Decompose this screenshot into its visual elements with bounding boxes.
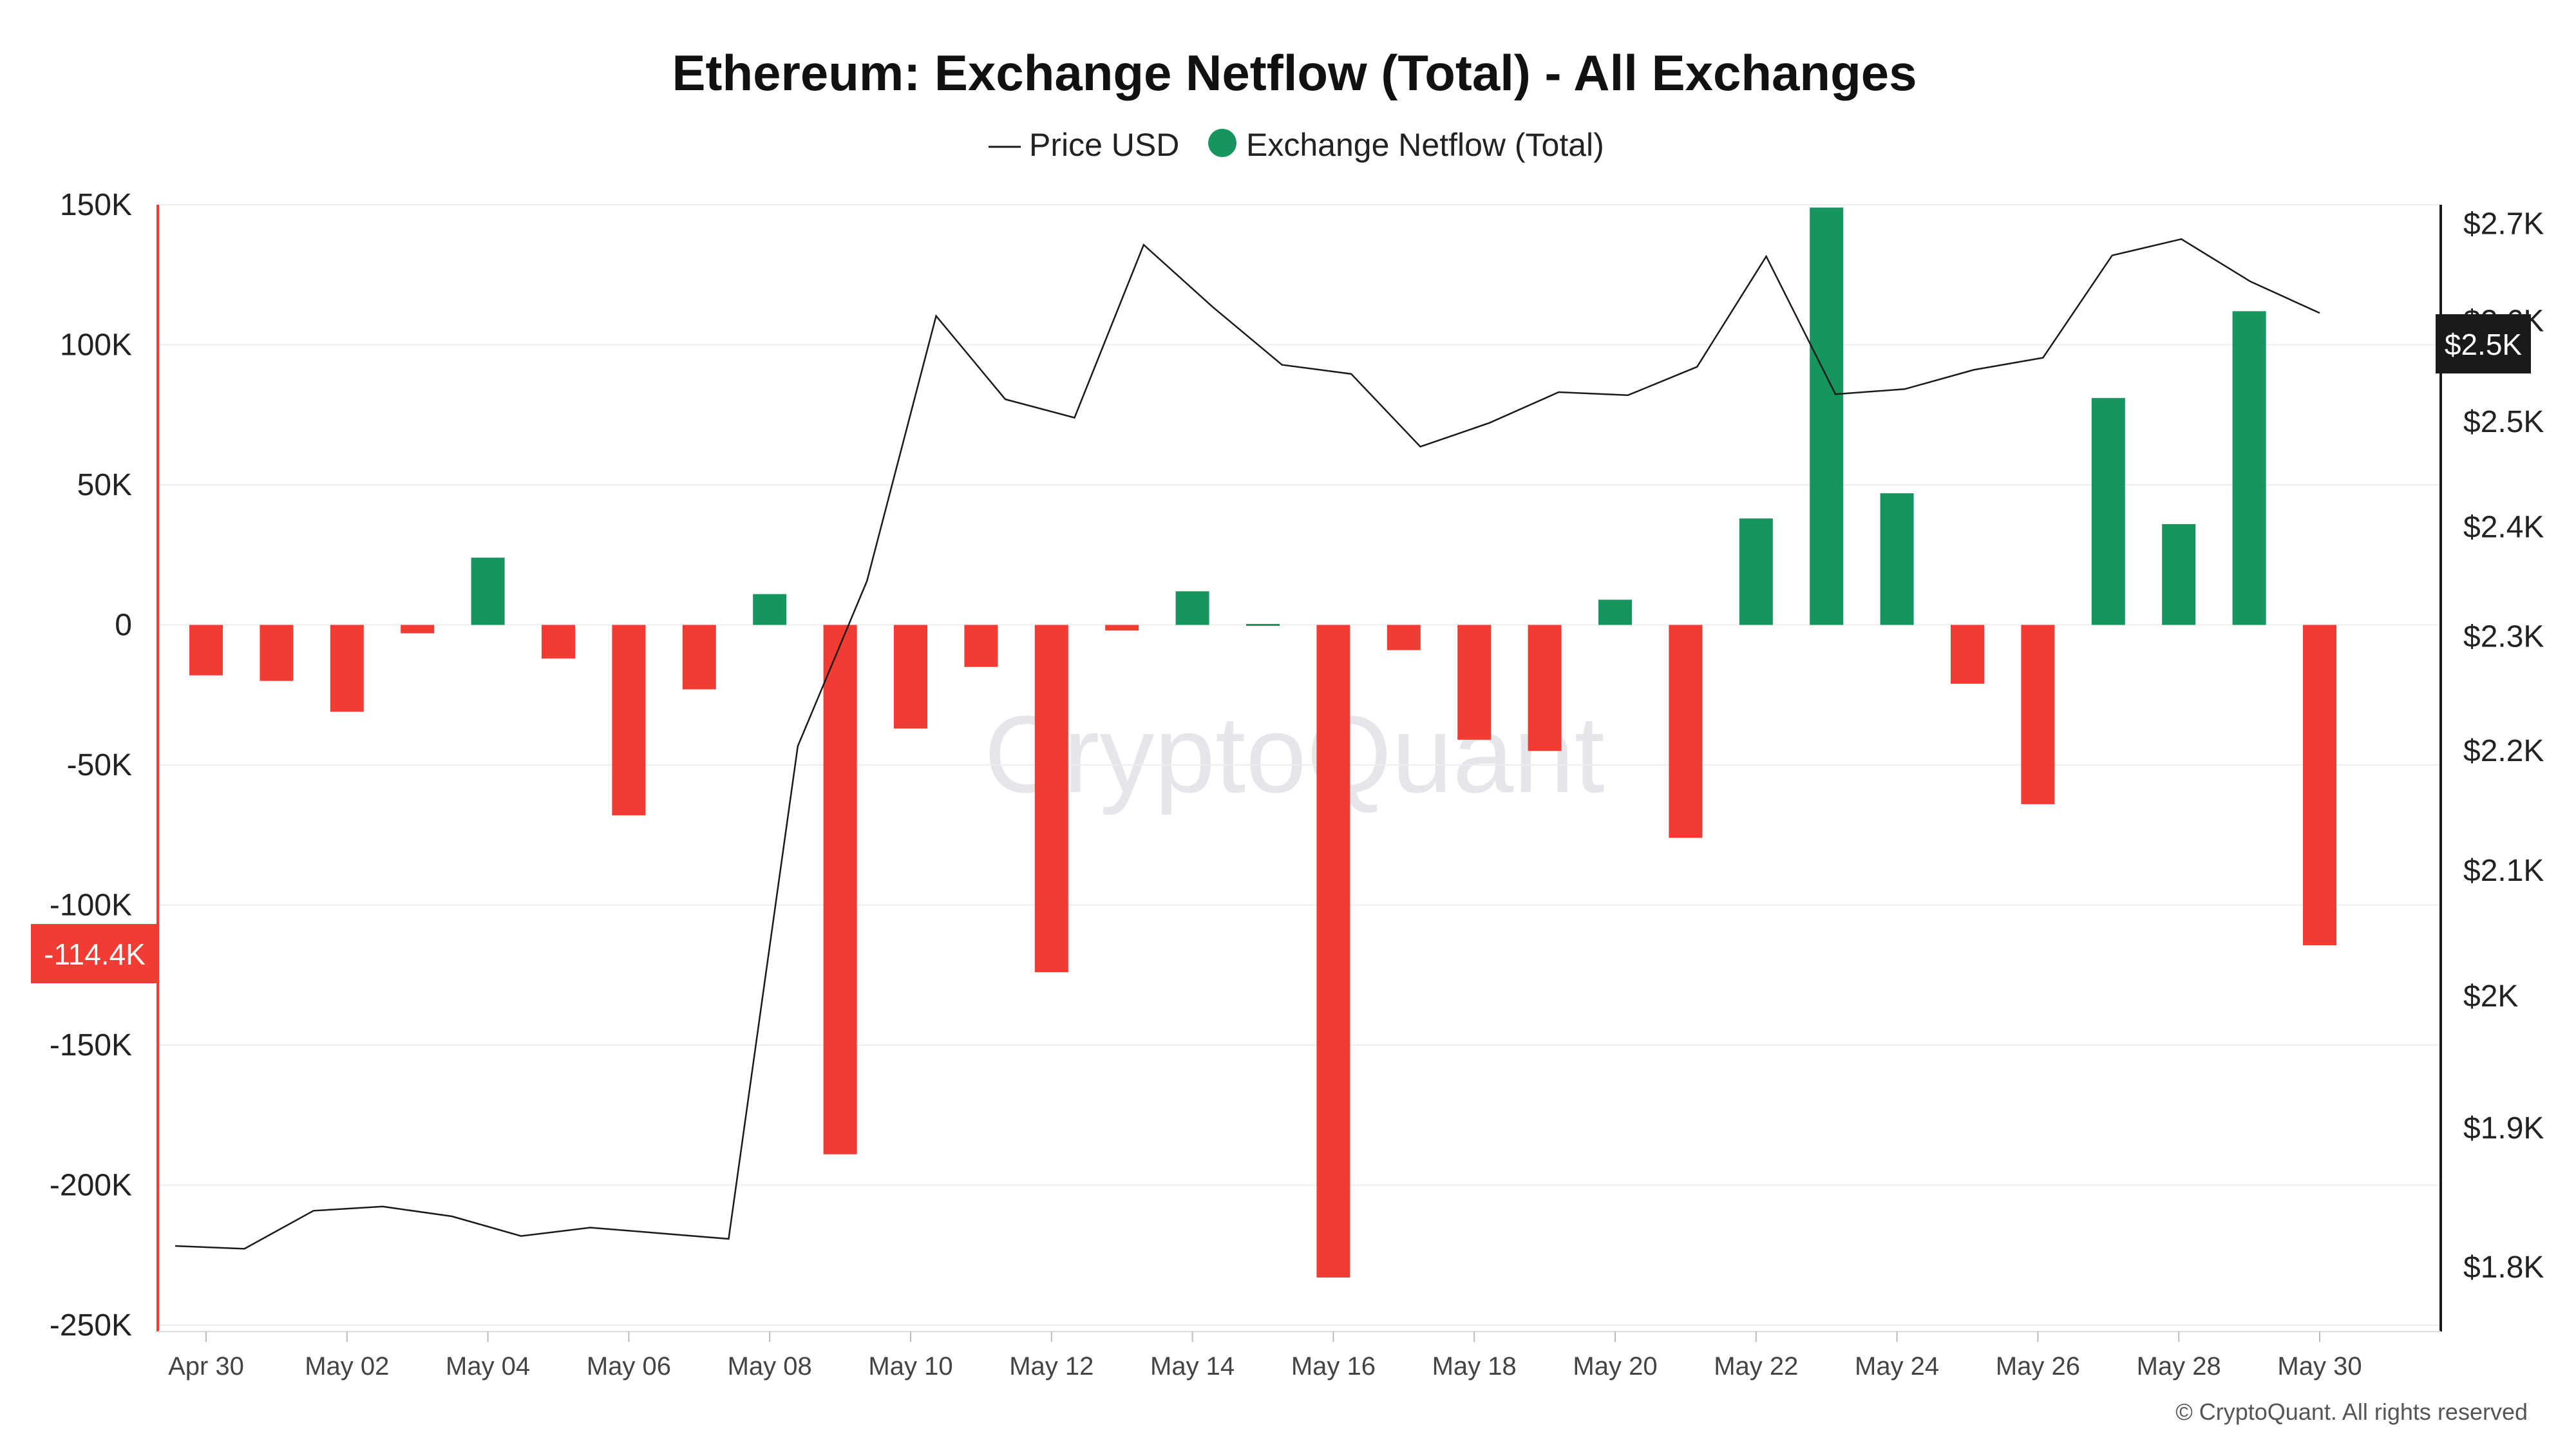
y-left-tick-label: -150K — [50, 1028, 132, 1062]
x-tick-label: May 14 — [1150, 1352, 1235, 1381]
y-left-tick-label: 100K — [60, 328, 132, 363]
netflow-bar — [1246, 624, 1280, 626]
netflow-bar — [1951, 625, 1984, 684]
netflow-bar — [401, 625, 434, 634]
y-right-tick-label: $2K — [2463, 979, 2518, 1014]
x-tick-label: May 10 — [868, 1352, 952, 1381]
netflow-bar — [1669, 625, 1702, 838]
chart-title: Ethereum: Exchange Netflow (Total) - All… — [672, 44, 1917, 101]
legend-netflow-label: Exchange Netflow (Total) — [1246, 127, 1604, 163]
x-tick-label: May 02 — [305, 1352, 389, 1381]
y-left-tick-label: -50K — [67, 748, 132, 782]
netflow-bar — [2092, 398, 2125, 625]
netflow-bar — [1387, 625, 1421, 650]
grid — [158, 205, 2441, 1325]
netflow-bar — [612, 625, 645, 816]
tooltip-left-label: -114.4K — [44, 938, 146, 971]
watermark: CryptoQuant — [984, 693, 1605, 816]
x-tick-label: May 24 — [1855, 1352, 1939, 1381]
y-right-tick-label: $1.9K — [2463, 1111, 2544, 1146]
netflow-bar — [753, 594, 786, 625]
netflow-bar — [2233, 311, 2266, 625]
y-right-tick-label: $2.3K — [2463, 619, 2544, 654]
y-left-labels: 150K 100K 50K 0 -50K -100K -150K -200K -250K — [50, 188, 132, 1343]
y-left-tick-label: 0 — [115, 608, 132, 643]
y-left-tick-label: 150K — [60, 188, 132, 222]
legend-price-label: Price USD — [1029, 127, 1179, 163]
netflow-bar — [1598, 599, 1632, 625]
netflow-bar — [1810, 207, 1843, 625]
netflow-bar — [1105, 625, 1139, 631]
netflow-bar — [260, 625, 293, 681]
y-right-tick-label: $2.1K — [2463, 854, 2544, 888]
copyright: © CryptoQuant. All rights reserved — [2175, 1399, 2528, 1425]
netflow-bar — [683, 625, 716, 690]
x-tick-label: Apr 30 — [168, 1352, 244, 1381]
y-right-tick-label: $2.5K — [2463, 405, 2544, 439]
y-left-tick-label: 50K — [77, 468, 132, 502]
netflow-bar — [330, 625, 364, 712]
y-right-tick-label: $2.7K — [2463, 207, 2544, 241]
x-tick-label: May 26 — [1996, 1352, 2080, 1381]
y-right-tick-label: $1.8K — [2463, 1250, 2544, 1285]
legend-netflow-dot — [1208, 129, 1236, 157]
y-left-tick-label: -200K — [50, 1169, 132, 1203]
x-tick-label: May 18 — [1432, 1352, 1517, 1381]
netflow-bar — [1528, 625, 1562, 751]
legend: Price USD Exchange Netflow (Total) — [989, 127, 1604, 163]
netflow-bar — [964, 625, 998, 667]
x-tick-label: May 28 — [2137, 1352, 2221, 1381]
x-tick-label: May 16 — [1291, 1352, 1376, 1381]
netflow-bar — [2162, 524, 2195, 625]
netflow-bar — [1316, 625, 1350, 1278]
netflow-bar — [189, 625, 223, 675]
netflow-bar — [824, 625, 857, 1155]
tooltip-right: $2.5K — [2436, 314, 2531, 373]
netflow-bar — [1457, 625, 1491, 740]
x-labels: Apr 30 May 02 May 04 May 06 May 08 May 10 May … — [168, 1332, 2362, 1381]
netflow-bar — [1035, 625, 1068, 972]
netflow-bar — [542, 625, 575, 659]
netflow-bar — [471, 558, 505, 625]
netflow-bar — [1880, 493, 1914, 625]
x-tick-label: May 30 — [2277, 1352, 2362, 1381]
x-tick-label: May 04 — [446, 1352, 530, 1381]
tooltip-left: -114.4K — [31, 924, 158, 983]
y-left-tick-label: -100K — [50, 889, 132, 923]
y-right-tick-label: $2.2K — [2463, 734, 2544, 768]
x-tick-label: May 08 — [728, 1352, 812, 1381]
netflow-bar — [894, 625, 927, 729]
tooltip-right-label: $2.5K — [2445, 328, 2523, 361]
y-right-tick-label: $2.4K — [2463, 510, 2544, 544]
x-tick-label: May 06 — [587, 1352, 671, 1381]
netflow-bar — [2021, 625, 2054, 804]
y-left-tick-label: -250K — [50, 1308, 132, 1343]
x-tick-label: May 22 — [1714, 1352, 1798, 1381]
x-tick-label: May 12 — [1009, 1352, 1094, 1381]
netflow-bar — [2303, 625, 2336, 946]
x-tick-label: May 20 — [1573, 1352, 1657, 1381]
netflow-bar — [1739, 518, 1773, 625]
netflow-bar — [1176, 591, 1209, 625]
